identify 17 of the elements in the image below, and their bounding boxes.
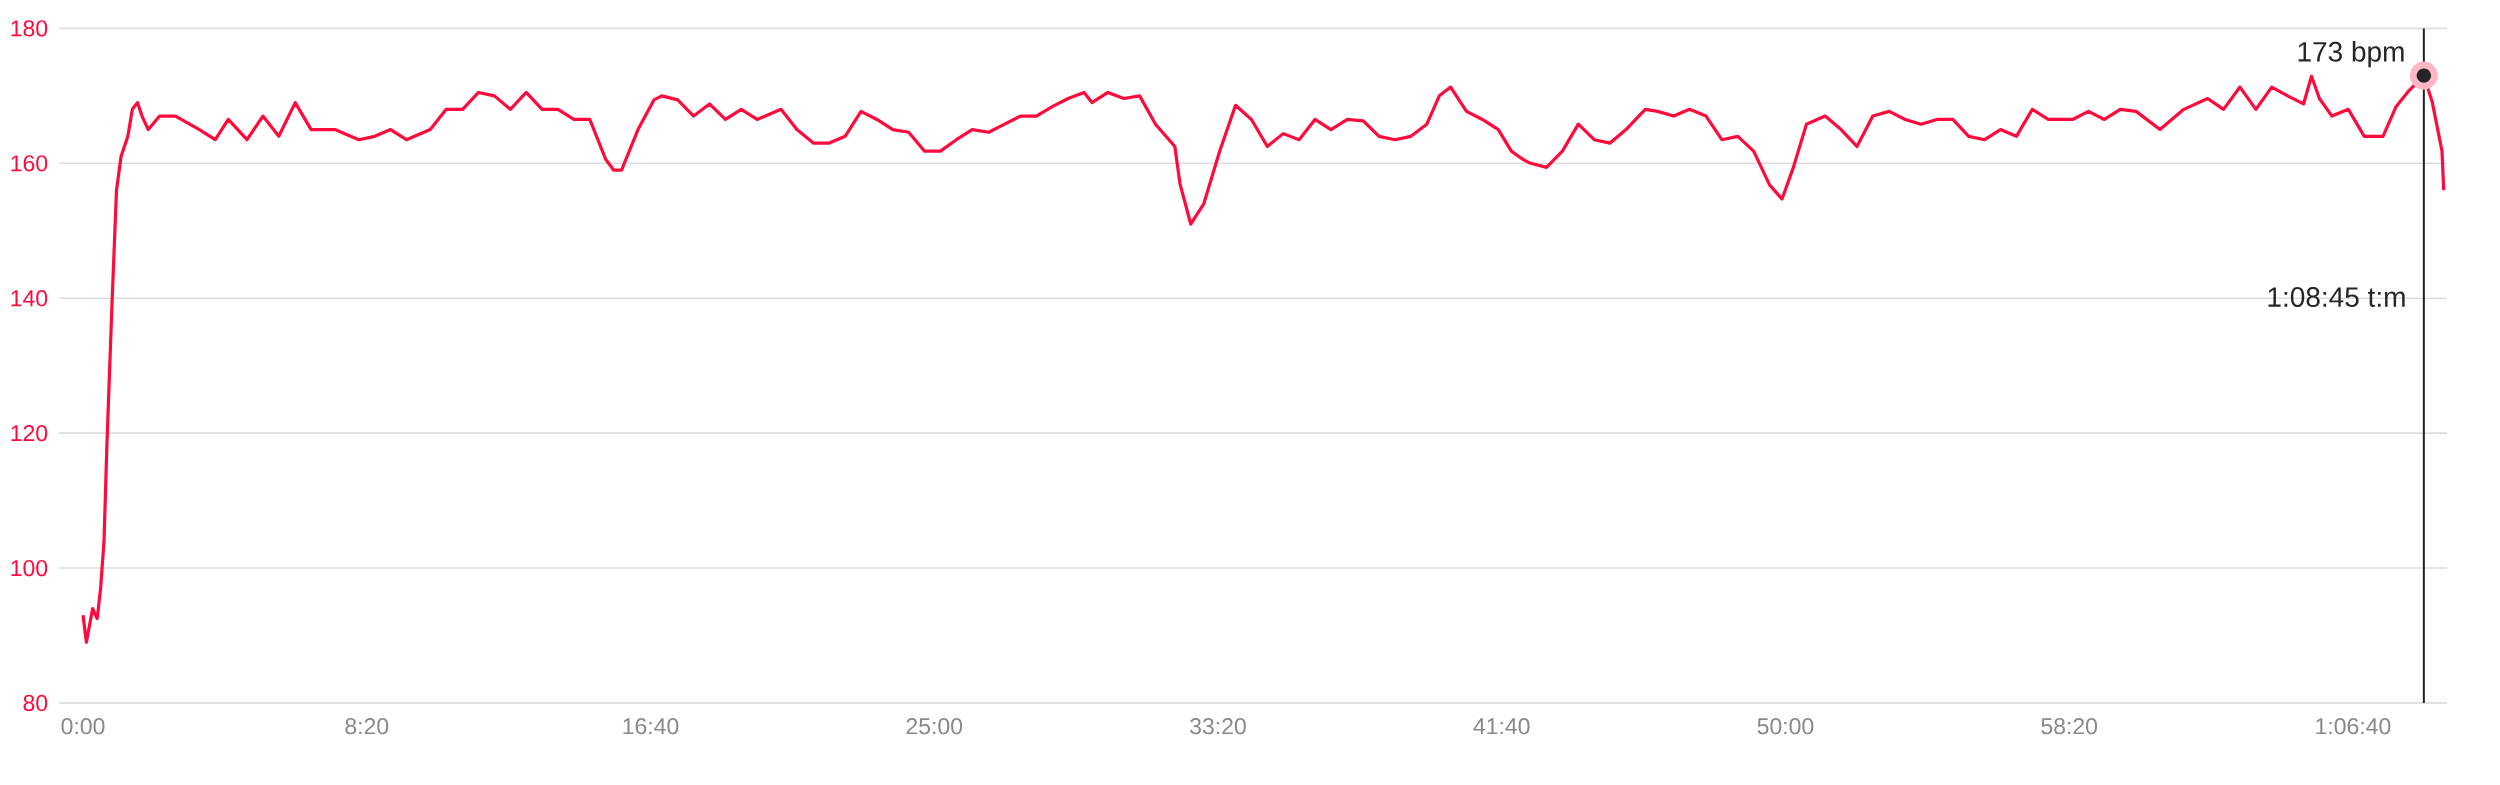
- x-tick-label: 25:00: [906, 718, 963, 735]
- x-tick-label: 8:20: [345, 718, 389, 735]
- y-tick-label: 160: [11, 155, 48, 172]
- x-tick-label: 0:00: [61, 718, 105, 735]
- x-tick-label: 58:20: [2041, 718, 2098, 735]
- x-tick-label: 41:40: [1473, 718, 1530, 735]
- y-tick-label: 180: [11, 20, 48, 37]
- y-tick-label: 80: [23, 694, 48, 712]
- annotation: 1:08:45 t:m: [2268, 287, 2405, 307]
- y-tick-label: 100: [11, 559, 48, 577]
- y-tick-label: 120: [11, 425, 48, 442]
- x-tick-label: 50:00: [1757, 718, 1814, 735]
- x-tick-label: 1:06:40: [2316, 718, 2391, 735]
- y-tick-label: 140: [11, 290, 48, 307]
- x-tick-label: 33:20: [1190, 718, 1246, 735]
- x-tick-label: 16:40: [623, 718, 679, 735]
- annotation: 173 bpm: [2298, 41, 2404, 68]
